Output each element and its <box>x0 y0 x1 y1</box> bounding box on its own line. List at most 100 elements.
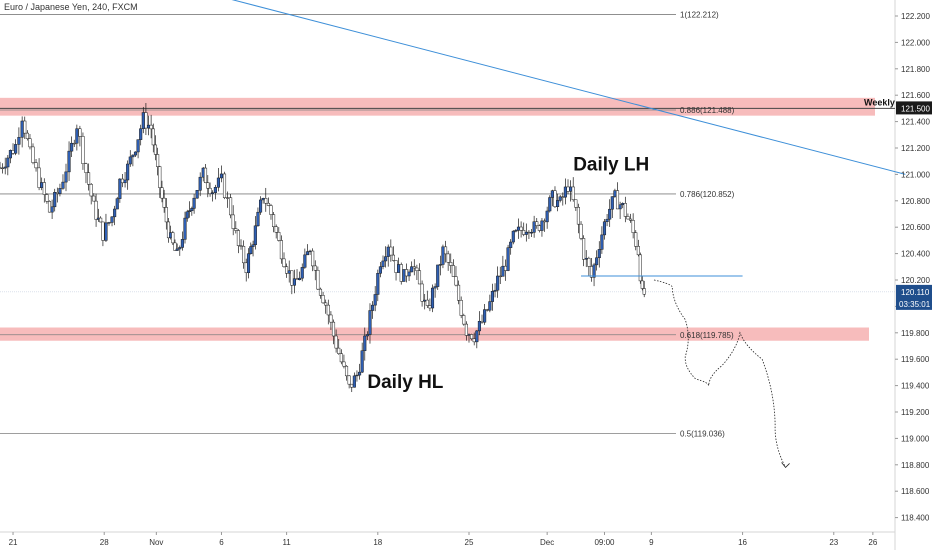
candle-body <box>626 216 630 220</box>
candle-body <box>89 184 93 197</box>
candle-body <box>173 242 177 251</box>
candle-body <box>412 266 416 269</box>
candle-body <box>640 280 644 289</box>
y-tick-label: 121.200 <box>901 144 930 153</box>
candle-body <box>470 334 474 340</box>
candle-body <box>136 139 140 153</box>
candle-body <box>454 276 458 286</box>
x-tick-label: 6 <box>219 538 224 547</box>
candle-body <box>188 210 192 212</box>
candle-body <box>198 176 202 191</box>
candle-body <box>203 167 208 183</box>
candle-body <box>290 270 294 286</box>
candle-body <box>259 199 263 213</box>
candle-body <box>391 254 395 261</box>
candle-body <box>192 197 196 209</box>
candle-body <box>605 218 609 222</box>
candle-body <box>558 196 562 201</box>
candle-body <box>225 197 230 199</box>
candle-body <box>407 271 411 277</box>
candle-body <box>151 128 155 146</box>
candle-body <box>334 335 338 349</box>
candle-body <box>638 254 642 282</box>
candle-body <box>610 196 614 210</box>
candle-body <box>371 304 375 311</box>
candle-body <box>402 269 406 282</box>
candle-body <box>368 310 372 335</box>
candle-body <box>81 136 85 164</box>
candle-body <box>480 320 484 323</box>
candle-body <box>511 230 515 243</box>
candle-body <box>164 207 168 223</box>
candle-body <box>540 220 544 231</box>
candle-body <box>501 265 505 277</box>
candle-body <box>149 124 153 130</box>
candle-body <box>438 264 442 266</box>
candle-body <box>493 289 497 292</box>
candle-body <box>20 120 24 138</box>
candle-body <box>381 260 385 267</box>
candle-body <box>545 210 549 223</box>
candle-body <box>104 222 108 241</box>
candle-body <box>45 194 49 202</box>
candle-body <box>417 270 422 285</box>
candle-body <box>206 182 210 189</box>
projection-arrowhead <box>781 462 790 469</box>
candle-body <box>430 287 435 309</box>
candle-body <box>158 166 162 188</box>
candle-body <box>99 217 103 223</box>
candle-body <box>488 301 492 311</box>
candle-body <box>131 154 135 158</box>
candle-body <box>576 207 580 225</box>
candle-body <box>6 157 10 168</box>
candle-body <box>563 186 567 198</box>
candle-body <box>628 218 633 221</box>
candle-body <box>107 222 111 224</box>
candle-body <box>229 197 233 216</box>
candle-body <box>477 320 481 332</box>
candle-body <box>363 335 367 351</box>
candle-body <box>295 278 299 281</box>
candle-body <box>459 300 463 316</box>
candle-body <box>166 221 171 239</box>
annotation-label: Daily LH <box>573 154 649 175</box>
candle-body <box>269 205 273 215</box>
candle-body <box>522 230 526 235</box>
candle-body <box>242 246 246 264</box>
x-tick-label: 25 <box>465 538 474 547</box>
candle-body <box>358 371 362 376</box>
weekly-price-tag <box>896 101 932 115</box>
candle-body <box>234 228 238 231</box>
candle-body <box>587 257 591 267</box>
y-tick-label: 120.800 <box>901 197 930 206</box>
candle-body <box>171 232 175 244</box>
candle-body <box>524 231 528 235</box>
candle-body <box>308 250 312 253</box>
candle-body <box>249 246 253 254</box>
last-price-label: 120.110 <box>901 288 930 297</box>
candle-body <box>87 172 91 185</box>
y-tick-label: 121.600 <box>901 91 930 100</box>
y-tick-label: 120.600 <box>901 223 930 232</box>
candle-body <box>441 246 445 265</box>
candle-body <box>8 150 12 159</box>
candle-body <box>384 256 388 262</box>
candle-body <box>123 179 127 184</box>
candle-body <box>264 198 268 204</box>
candle-body <box>467 334 471 336</box>
candle-body <box>436 264 440 287</box>
candle-body <box>584 257 588 260</box>
candle-body <box>595 257 599 266</box>
fib-label: 0.618(119.785) <box>680 331 734 340</box>
candle-body <box>527 231 531 234</box>
candle-body <box>61 181 65 189</box>
candle-body <box>449 262 453 266</box>
candle-body <box>178 247 182 250</box>
candle-body <box>78 128 82 137</box>
bar-countdown-label: 03:35:01 <box>899 300 931 309</box>
candle-body <box>378 266 382 274</box>
candle-body <box>423 299 427 302</box>
candle-body <box>636 246 640 256</box>
candle-body <box>532 221 536 233</box>
